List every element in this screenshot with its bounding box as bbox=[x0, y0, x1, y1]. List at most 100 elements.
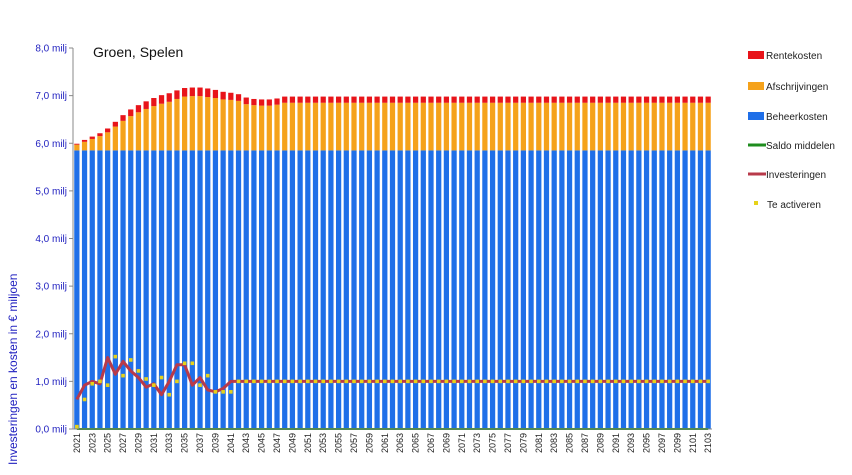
bar-afschrijvingen-2022 bbox=[81, 141, 88, 151]
bar-afschrijvingen-2034 bbox=[174, 98, 180, 151]
bar-beheerkosten-2059 bbox=[366, 150, 373, 429]
point-te-activeren-2085 bbox=[567, 379, 572, 384]
bar-afschrijvingen-2085 bbox=[566, 102, 573, 151]
bar-beheerkosten-2099 bbox=[674, 150, 680, 429]
bar-rentekosten-2027 bbox=[120, 115, 126, 121]
bar-afschrijvingen-2098 bbox=[667, 102, 673, 151]
point-te-activeren-2059 bbox=[367, 379, 372, 384]
bar-rentekosten-2049 bbox=[289, 96, 296, 103]
point-te-activeren-2053 bbox=[321, 379, 326, 384]
point-te-activeren-2034 bbox=[175, 379, 179, 384]
bar-afschrijvingen-2024 bbox=[97, 136, 103, 151]
x-tick-label: 2039 bbox=[210, 433, 220, 453]
bar-afschrijvingen-2083 bbox=[551, 102, 557, 151]
bar-afschrijvingen-2094 bbox=[636, 102, 642, 151]
bar-rentekosten-2041 bbox=[228, 92, 234, 100]
point-te-activeren-2103 bbox=[706, 379, 710, 384]
bar-beheerkosten-2083 bbox=[551, 150, 557, 429]
point-te-activeren-2063 bbox=[398, 379, 402, 384]
plot-points bbox=[75, 354, 710, 429]
legend-swatch-rentekosten bbox=[748, 51, 764, 59]
bar-beheerkosten-2070 bbox=[451, 150, 457, 429]
bar-beheerkosten-2098 bbox=[667, 150, 673, 429]
bar-afschrijvingen-2056 bbox=[343, 102, 349, 151]
bar-beheerkosten-2027 bbox=[120, 150, 126, 429]
bar-rentekosten-2042 bbox=[235, 94, 242, 101]
point-te-activeren-2086 bbox=[575, 379, 580, 384]
bar-beheerkosten-2069 bbox=[443, 150, 450, 429]
bar-afschrijvingen-2040 bbox=[220, 99, 226, 151]
bar-rentekosten-2046 bbox=[266, 99, 272, 106]
legend-swatch-beheerkosten bbox=[748, 112, 764, 120]
bar-rentekosten-2100 bbox=[682, 96, 688, 103]
bar-rentekosten-2043 bbox=[243, 97, 249, 105]
bar-beheerkosten-2061 bbox=[382, 150, 388, 429]
bar-beheerkosten-2103 bbox=[705, 150, 711, 429]
bar-rentekosten-2085 bbox=[566, 96, 573, 103]
bar-beheerkosten-2034 bbox=[174, 150, 180, 429]
bar-afschrijvingen-2041 bbox=[228, 99, 234, 151]
point-te-activeren-2037 bbox=[198, 383, 202, 387]
bar-rentekosten-2030 bbox=[143, 101, 149, 109]
bar-beheerkosten-2066 bbox=[420, 150, 426, 429]
point-te-activeren-2045 bbox=[259, 379, 264, 384]
point-te-activeren-2073 bbox=[475, 379, 479, 384]
bar-rentekosten-2029 bbox=[135, 105, 142, 113]
y-tick-label: 1,0 milj bbox=[35, 377, 67, 388]
point-te-activeren-2047 bbox=[275, 379, 279, 384]
legend-label-beheerkosten: Beheerkosten bbox=[766, 112, 828, 123]
point-te-activeren-2036 bbox=[190, 361, 195, 366]
point-te-activeren-2042 bbox=[236, 379, 241, 384]
bar-afschrijvingen-2025 bbox=[105, 132, 111, 151]
bar-afschrijvingen-2068 bbox=[436, 102, 442, 151]
bar-rentekosten-2058 bbox=[359, 96, 365, 103]
y-tick-label: 6,0 milj bbox=[35, 139, 67, 150]
bar-beheerkosten-2065 bbox=[412, 150, 419, 429]
bar-afschrijvingen-2054 bbox=[328, 102, 334, 151]
point-te-activeren-2082 bbox=[544, 379, 549, 384]
point-te-activeren-2021 bbox=[75, 424, 79, 429]
bar-afschrijvingen-2059 bbox=[366, 102, 373, 151]
point-te-activeren-2044 bbox=[252, 379, 256, 384]
bar-beheerkosten-2037 bbox=[197, 150, 203, 429]
point-te-activeren-2039 bbox=[213, 390, 218, 394]
point-te-activeren-2023 bbox=[90, 381, 95, 386]
bar-rentekosten-2084 bbox=[559, 96, 565, 103]
bar-afschrijvingen-2090 bbox=[605, 102, 611, 151]
bar-rentekosten-2044 bbox=[251, 98, 257, 106]
bar-rentekosten-2037 bbox=[197, 87, 203, 97]
bar-afschrijvingen-2036 bbox=[189, 96, 195, 151]
bar-rentekosten-2060 bbox=[374, 96, 380, 103]
bar-rentekosten-2099 bbox=[674, 96, 680, 103]
point-te-activeren-2090 bbox=[606, 379, 610, 384]
bar-rentekosten-2069 bbox=[443, 96, 450, 103]
bar-afschrijvingen-2069 bbox=[443, 102, 450, 151]
y-tick-label: 0,0 milj bbox=[35, 425, 67, 436]
bar-rentekosten-2096 bbox=[651, 96, 657, 103]
point-te-activeren-2088 bbox=[590, 379, 595, 384]
bar-rentekosten-2031 bbox=[151, 98, 157, 107]
bar-afschrijvingen-2086 bbox=[574, 102, 580, 151]
point-te-activeren-2028 bbox=[128, 358, 133, 362]
x-tick-label: 2097 bbox=[657, 433, 667, 453]
x-tick-label: 2041 bbox=[226, 433, 236, 453]
bar-afschrijvingen-2088 bbox=[590, 102, 596, 151]
bar-afschrijvingen-2070 bbox=[451, 102, 457, 151]
bar-rentekosten-2067 bbox=[428, 96, 434, 103]
bar-beheerkosten-2087 bbox=[582, 150, 588, 429]
bar-beheerkosten-2052 bbox=[312, 150, 319, 429]
x-tick-label: 2031 bbox=[149, 433, 159, 453]
bar-beheerkosten-2084 bbox=[559, 150, 565, 429]
bar-beheerkosten-2088 bbox=[590, 150, 596, 429]
bar-afschrijvingen-2048 bbox=[282, 102, 288, 151]
bar-beheerkosten-2093 bbox=[628, 150, 634, 429]
x-tick-label: 2033 bbox=[164, 433, 174, 453]
bar-afschrijvingen-2045 bbox=[259, 105, 265, 151]
bar-rentekosten-2032 bbox=[158, 95, 165, 104]
bar-beheerkosten-2081 bbox=[536, 150, 542, 429]
point-te-activeren-2029 bbox=[136, 369, 141, 373]
x-tick-label: 2027 bbox=[118, 433, 128, 453]
bar-beheerkosten-2045 bbox=[259, 150, 265, 429]
bar-afschrijvingen-2081 bbox=[536, 102, 542, 151]
bar-beheerkosten-2080 bbox=[528, 150, 534, 429]
